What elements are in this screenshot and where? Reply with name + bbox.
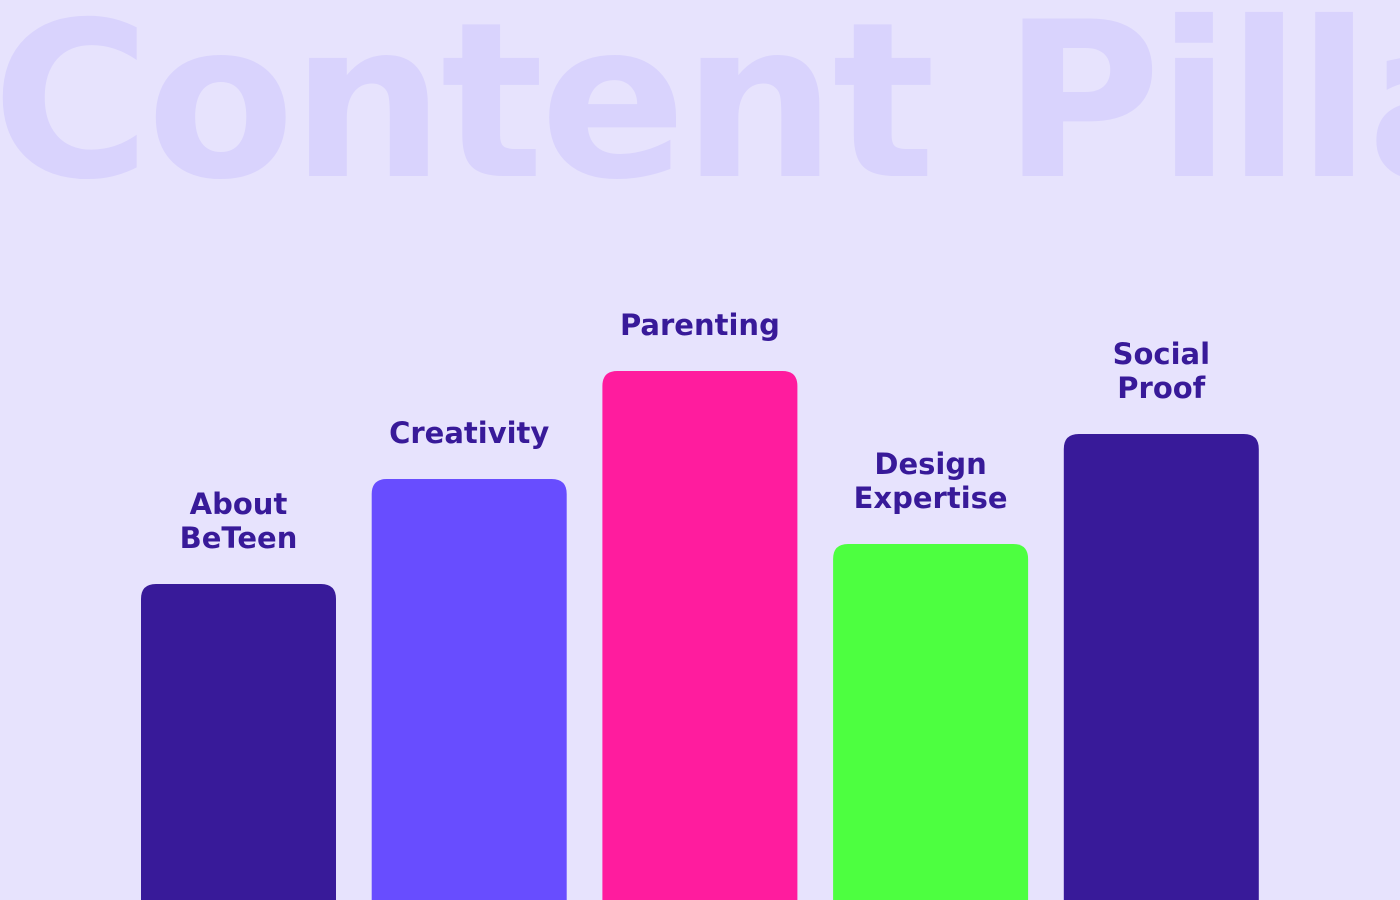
chart-title-watermark: Content Pillars	[0, 0, 1400, 210]
bars-group	[141, 371, 1259, 900]
bar-parenting	[602, 371, 798, 900]
bar-label-parenting: Parenting	[620, 308, 780, 342]
bar-design-expertise	[833, 544, 1029, 900]
bar-label-creativity: Creativity	[389, 416, 549, 450]
bar-social-proof	[1063, 434, 1259, 900]
bar-label-social-proof: Social Proof	[1113, 337, 1210, 405]
bar-creativity	[371, 479, 567, 900]
bar-labels-group: About BeTeen Creativity Parenting Design Expe…	[180, 308, 1210, 555]
bar-label-design-expertise: Design Expertise	[854, 447, 1008, 515]
bar-label-about-beteen: About BeTeen	[180, 487, 298, 555]
bar-about-beteen	[141, 584, 336, 900]
